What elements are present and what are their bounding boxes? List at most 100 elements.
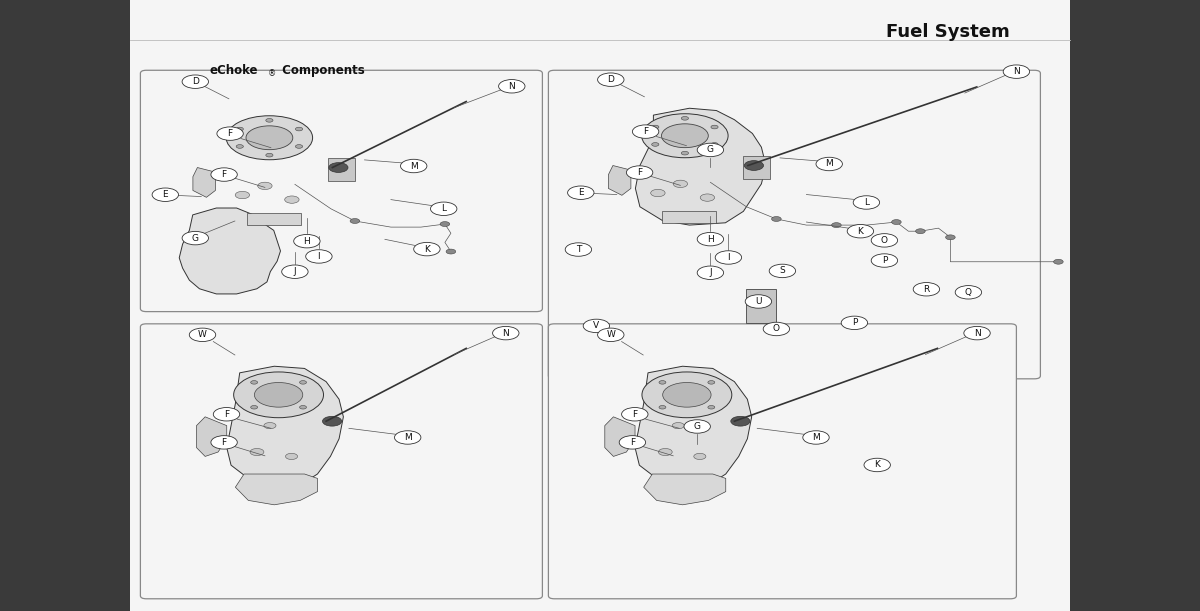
FancyBboxPatch shape [662, 211, 716, 223]
Polygon shape [643, 474, 726, 505]
Text: M: M [812, 433, 820, 442]
Circle shape [847, 224, 874, 238]
Circle shape [182, 232, 209, 245]
Text: P: P [852, 318, 857, 327]
Text: G: G [694, 422, 701, 431]
Circle shape [211, 436, 238, 449]
Text: I: I [727, 253, 730, 262]
Circle shape [265, 153, 274, 157]
Text: R: R [923, 285, 930, 294]
Text: M: M [826, 159, 833, 169]
Circle shape [744, 161, 763, 170]
Circle shape [672, 423, 684, 429]
Text: N: N [1013, 67, 1020, 76]
Circle shape [673, 180, 688, 188]
Circle shape [323, 416, 342, 426]
FancyBboxPatch shape [548, 70, 1040, 379]
Circle shape [284, 196, 299, 203]
Text: Fuel System: Fuel System [886, 23, 1010, 41]
Polygon shape [235, 474, 318, 505]
Circle shape [708, 406, 715, 409]
Circle shape [286, 453, 298, 459]
Circle shape [642, 372, 732, 418]
Polygon shape [179, 208, 281, 294]
Circle shape [715, 251, 742, 264]
Text: W: W [606, 331, 616, 339]
Circle shape [652, 142, 659, 146]
Circle shape [682, 152, 689, 155]
Circle shape [226, 115, 312, 159]
Text: T: T [576, 245, 581, 254]
Circle shape [710, 142, 718, 146]
Circle shape [152, 188, 179, 202]
Text: F: F [224, 410, 229, 419]
Circle shape [769, 264, 796, 277]
Circle shape [440, 222, 450, 227]
Circle shape [697, 266, 724, 279]
Circle shape [662, 382, 712, 407]
Circle shape [294, 235, 320, 248]
Circle shape [254, 382, 302, 407]
Text: E: E [162, 190, 168, 199]
Text: F: F [637, 168, 642, 177]
Circle shape [913, 282, 940, 296]
Circle shape [871, 233, 898, 247]
Text: F: F [222, 438, 227, 447]
Circle shape [731, 416, 750, 426]
Text: N: N [503, 329, 509, 338]
Circle shape [871, 254, 898, 267]
Circle shape [864, 458, 890, 472]
Text: eChoke: eChoke [210, 64, 258, 77]
Text: S: S [780, 266, 785, 276]
Polygon shape [608, 166, 631, 196]
FancyBboxPatch shape [140, 324, 542, 599]
Circle shape [832, 222, 841, 227]
Circle shape [265, 119, 274, 122]
Text: Q: Q [965, 288, 972, 297]
Polygon shape [193, 167, 216, 197]
Circle shape [772, 216, 781, 221]
Circle shape [568, 186, 594, 199]
Circle shape [659, 381, 666, 384]
Circle shape [217, 127, 244, 141]
Circle shape [251, 381, 258, 384]
Circle shape [659, 448, 672, 456]
Circle shape [251, 406, 258, 409]
Polygon shape [227, 366, 343, 487]
Circle shape [710, 125, 718, 129]
Text: N: N [973, 329, 980, 338]
Circle shape [642, 114, 728, 158]
Circle shape [446, 249, 456, 254]
Circle shape [632, 125, 659, 138]
Circle shape [841, 316, 868, 329]
Circle shape [211, 168, 238, 181]
Circle shape [235, 191, 250, 199]
Circle shape [745, 295, 772, 308]
Text: V: V [593, 321, 600, 331]
Text: F: F [630, 438, 635, 447]
Circle shape [246, 126, 293, 150]
Circle shape [431, 202, 457, 216]
Circle shape [708, 381, 715, 384]
Text: I: I [318, 252, 320, 261]
Circle shape [300, 381, 306, 384]
Circle shape [295, 145, 302, 148]
Circle shape [598, 328, 624, 342]
Circle shape [1054, 259, 1063, 264]
FancyBboxPatch shape [746, 289, 776, 323]
Circle shape [300, 406, 306, 409]
Circle shape [250, 448, 264, 456]
Circle shape [565, 243, 592, 256]
Text: F: F [228, 129, 233, 138]
Circle shape [652, 125, 659, 129]
Text: J: J [709, 268, 712, 277]
Polygon shape [636, 108, 766, 225]
Circle shape [619, 436, 646, 449]
Text: M: M [410, 161, 418, 170]
Text: H: H [707, 235, 714, 244]
Circle shape [659, 406, 666, 409]
Text: G: G [192, 233, 199, 243]
FancyBboxPatch shape [247, 213, 301, 225]
Circle shape [234, 372, 324, 418]
Circle shape [214, 408, 240, 421]
